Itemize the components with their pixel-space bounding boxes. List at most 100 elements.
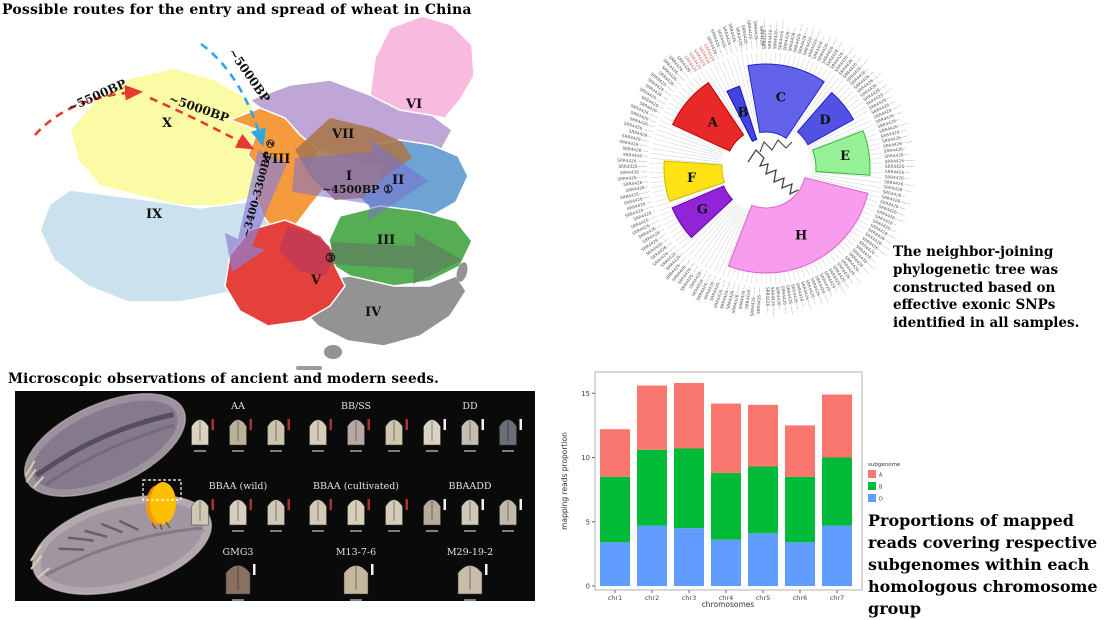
seed-sublabel-blur: [426, 450, 438, 452]
tree-tip-label: SRR4426···-····: [620, 189, 650, 200]
seed-image: [347, 499, 365, 526]
seed-image: [457, 565, 483, 595]
tree-tip-label: SRR4426···: [625, 184, 649, 193]
seed-group-label: M13-7-6: [336, 547, 376, 558]
tree-clade-label-G: G: [697, 202, 708, 217]
tree-tip-label: SRR4426···-··: [881, 133, 909, 144]
tree-tip-label: SRR4426···: [628, 128, 652, 139]
tree-tip-label: SRR4426···-····: [770, 287, 776, 317]
bar-segment-B-chr2: [637, 449, 667, 526]
spread-arrow-east: [292, 139, 428, 221]
tree-tip-label: SRR4426···-····: [885, 164, 915, 169]
tree-tip-line: [660, 119, 725, 150]
tree-tip-label: SRR4426···-····: [883, 139, 913, 149]
seed-sublabel-blur: [232, 530, 244, 532]
tree-tip-label: SRR4426···-····: [762, 19, 767, 49]
tree-clade-wedge-D: [796, 91, 855, 146]
seed-sublabel-blur: [270, 450, 282, 452]
bar-segment-A-chr6: [785, 425, 815, 477]
map-region-label-X: X: [162, 116, 173, 131]
legend-title: subgenome: [868, 462, 901, 468]
tree-tip-label: SRR4426···-·: [765, 287, 770, 313]
seed-image: [347, 419, 365, 446]
hainan-island: [324, 345, 342, 359]
phylogenetic-tree: SRR4426···-····SRR4426···-SRR4426···-·SR…: [617, 19, 915, 317]
tree-tip-label: SRR4426···-····: [617, 158, 647, 164]
tree-tip-label: SRR4426···: [759, 26, 765, 49]
tree-tip-label: SRR4426···-: [738, 284, 747, 310]
seed-image: [385, 499, 403, 526]
tree-tip-label: SRR4426···: [884, 146, 908, 154]
tree-tip-label: SRR4426···-···: [883, 184, 912, 194]
seed-scale-bar: [481, 499, 484, 510]
legend-label-D: D: [879, 497, 883, 503]
seed-scale-bar: [249, 419, 252, 430]
tree-tip-line: [685, 201, 735, 252]
taiwan-island: [456, 262, 468, 282]
legend-label-A: A: [879, 473, 883, 479]
tree-tip-label: SRR4426···-: [735, 27, 745, 53]
map-region-label-VII: VII: [331, 127, 354, 142]
seed-image: [191, 499, 209, 526]
tree-clade-label-A: A: [707, 116, 719, 131]
seed-sublabel-blur: [350, 530, 362, 532]
tree-tip-line: [736, 55, 755, 124]
seed-image: [191, 419, 209, 446]
chart-caption: Proportions of mapped reads covering res…: [868, 511, 1098, 619]
seeds-title: Microscopic observations of ancient and …: [8, 371, 440, 387]
tree-clade-label-H: H: [795, 228, 807, 243]
phylogenetic-tree-panel: SRR4426···-···· SRR4426···- SRR4426···-· SR…: [556, 0, 1108, 362]
tree-clade-label-C: C: [776, 91, 786, 106]
tree-tip-label: SRR4426···-·: [622, 146, 648, 154]
tree-branches-upper: [759, 139, 793, 153]
bar-segment-D-chr5: [748, 533, 778, 586]
tree-tip-label: SRR4426···-····: [884, 179, 914, 188]
tree-clade-wedge-B: [726, 85, 758, 142]
seed-image: [225, 565, 251, 595]
seed-sublabel-blur: [388, 450, 400, 452]
tree-tip-line: [650, 157, 721, 165]
tree-tip-label: SRR4426···-····: [617, 174, 647, 182]
tree-tip-label: SRR4426···-·: [880, 128, 906, 139]
tree-tip-label: SRR4426···-·: [767, 23, 773, 49]
route-5500bp-arrow: [34, 84, 144, 136]
seed-image: [229, 499, 247, 526]
tree-tip-line: [811, 175, 881, 188]
bar-segment-B-chr4: [711, 472, 741, 540]
x-axis-tick-label: chr4: [719, 594, 734, 602]
x-axis-tick-label: chr3: [682, 594, 697, 602]
bar-segment-A-chr2: [637, 385, 667, 450]
region-VI: [369, 15, 475, 119]
map-region-label-IX: IX: [146, 207, 163, 222]
x-axis-tick-label: chr2: [645, 594, 660, 602]
tree-tip-line: [806, 115, 870, 148]
tree-tip-line: [713, 208, 746, 272]
map-region-label-I: I: [346, 169, 352, 184]
seed-image: [343, 565, 369, 595]
y-axis-tick-label: 5: [586, 518, 590, 526]
seed-group-label: BBAA (wild): [209, 481, 267, 492]
tree-tip-label: SRR4426···: [775, 286, 782, 309]
seed-image: [461, 499, 479, 526]
seed-group-label: BBAADD: [449, 481, 492, 492]
bar-segment-A-chr7: [822, 394, 852, 458]
seed-sublabel-blur: [194, 530, 206, 532]
tree-tip-line: [793, 74, 836, 132]
tree-tip-label: SRR4426···-: [885, 169, 910, 175]
seed-image: [267, 419, 285, 446]
x-axis-tick-label: chr1: [608, 594, 623, 602]
tree-tip-line: [811, 171, 882, 179]
tree-tip-line: [658, 184, 724, 212]
bar-segment-D-chr6: [785, 542, 815, 586]
seed-scale-bar: [287, 419, 290, 430]
tree-tip-line: [722, 210, 750, 276]
y-axis-tick-label: 15: [581, 390, 590, 398]
seed-scale-bar: [211, 499, 214, 510]
tree-tip-label: SRR4426···-: [787, 26, 797, 52]
bar-segment-B-chr5: [748, 466, 778, 534]
tree-tip-line: [741, 54, 757, 124]
selection-box: [142, 479, 182, 501]
tree-tip-line: [654, 133, 723, 155]
legend-swatch-B: [868, 482, 876, 490]
bar-segment-A-chr4: [711, 403, 741, 473]
